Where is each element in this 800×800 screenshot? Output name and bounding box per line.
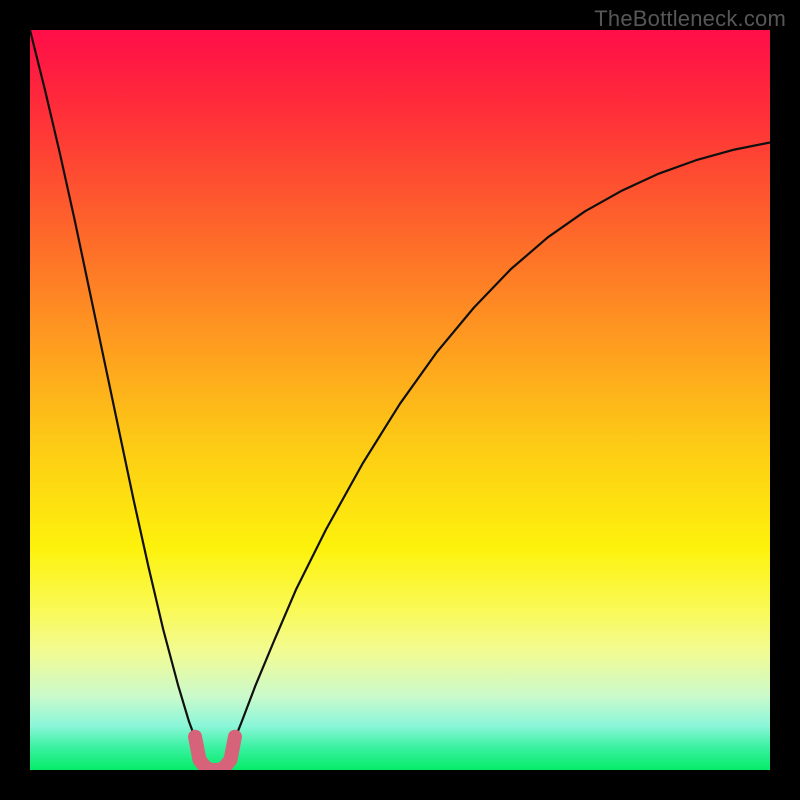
watermark-text: TheBottleneck.com	[594, 6, 786, 32]
chart-container: TheBottleneck.com	[0, 0, 800, 800]
bottleneck-chart-svg	[30, 30, 770, 770]
chart-plot-area	[30, 30, 770, 770]
gradient-background	[30, 30, 770, 770]
